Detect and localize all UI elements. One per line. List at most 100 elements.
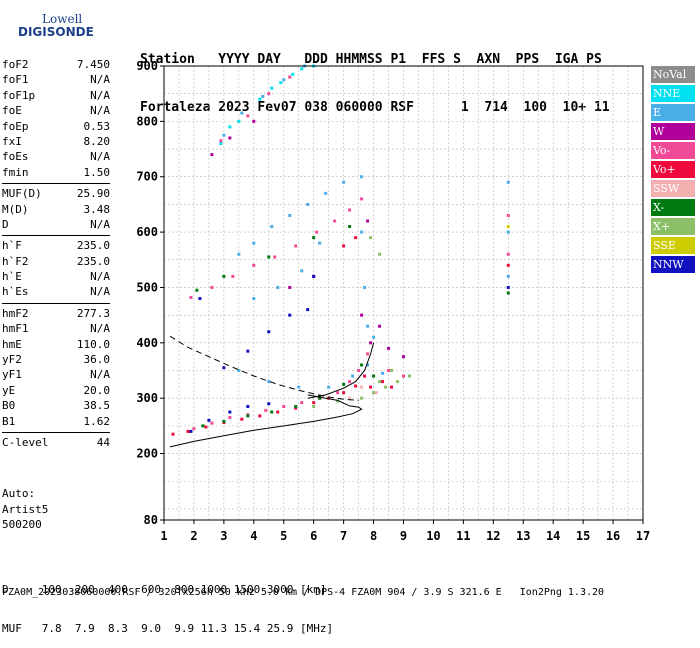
param-key: h`E [2, 270, 22, 284]
x-tick-label: 15 [576, 529, 590, 543]
data-point [387, 369, 391, 373]
x-tick-label: 5 [280, 529, 287, 543]
data-point [369, 236, 373, 240]
param-row-fof2: foF2 7.450 [2, 58, 110, 73]
data-point [210, 153, 214, 157]
data-point [506, 263, 510, 267]
x-tick-label: 9 [400, 529, 407, 543]
param-row-muf-d-: MUF(D) 25.90 [2, 187, 110, 202]
data-point [222, 419, 226, 423]
data-point [366, 324, 370, 328]
data-point [267, 92, 271, 96]
param-key: hmE [2, 337, 22, 351]
param-row-foes: foEs N/A [2, 150, 110, 165]
param-value: 3.48 [83, 202, 111, 216]
param-row-hmf1: hmF1 N/A [2, 322, 110, 337]
param-key: foE [2, 104, 22, 118]
data-point [506, 213, 510, 217]
data-point [506, 252, 510, 256]
param-row-foep: foEp 0.53 [2, 120, 110, 135]
data-point [282, 405, 286, 408]
y-tick-label: 600 [136, 225, 158, 239]
data-point [300, 401, 304, 405]
param-value: 36.0 [83, 353, 111, 367]
param-key: h`F [2, 239, 22, 253]
x-tick-label: 8 [370, 529, 377, 543]
y-tick-label: 400 [136, 336, 158, 350]
param-value: N/A [90, 270, 110, 284]
legend-item-sse: SSE [651, 237, 695, 254]
param-key: foEp [2, 119, 29, 133]
chart-axes: 1 2 3 4 5 6 7 8 9 10 11 12 13 14 15 16 17802003004005006… [136, 59, 650, 543]
data-point [318, 396, 322, 400]
data-point [366, 219, 370, 223]
data-point [210, 285, 214, 289]
profile-curve-dashed [169, 335, 359, 401]
echo-points [171, 64, 510, 436]
auto-label: Auto: [2, 487, 36, 500]
data-point [381, 371, 385, 375]
data-point [198, 297, 202, 301]
data-point [294, 405, 298, 408]
data-point [363, 285, 367, 289]
y-tick-label: 900 [136, 59, 158, 73]
data-point [360, 396, 364, 400]
param-row-h-f: h`F 235.0 [2, 239, 110, 254]
param-value: 0.53 [83, 119, 111, 133]
data-point [222, 274, 226, 278]
y-tick-label: 80 [144, 513, 158, 527]
param-key: foEs [2, 150, 29, 164]
series-sse [506, 225, 510, 229]
data-point [267, 255, 271, 259]
logo-line1: Lowell [42, 12, 83, 26]
data-point [246, 349, 250, 353]
data-point [342, 382, 346, 386]
x-tick-label: 1 [160, 529, 167, 543]
series-nne [219, 64, 316, 146]
parameter-panel: foF2 7.450 foF1 N/A foF1p N/A foE N/A foEp 0.53 fx… [2, 58, 110, 451]
param-key: C-level [2, 435, 49, 449]
param-row-ye: yE 20.0 [2, 384, 110, 399]
data-point [506, 230, 510, 234]
series-x- [312, 236, 411, 408]
data-point [261, 94, 265, 98]
data-point [360, 385, 364, 389]
data-point [219, 139, 223, 143]
data-point [189, 429, 193, 433]
param-key: D [2, 217, 9, 231]
param-value: N/A [90, 150, 110, 164]
data-point [288, 213, 292, 217]
logo-line2: DIGISONDE [18, 25, 94, 39]
legend-item-nnw: NNW [651, 256, 695, 273]
param-row-fxi: fxI 8.20 [2, 135, 110, 150]
param-key: fmin [2, 165, 29, 179]
param-value: 235.0 [76, 239, 110, 253]
param-value: 235.0 [76, 254, 110, 268]
data-point [192, 427, 196, 431]
series-x- [195, 225, 510, 428]
x-tick-label: 12 [486, 529, 500, 543]
ionogram-chart: 1 2 3 4 5 6 7 8 9 10 11 12 13 14 15 16 17802003004005006… [136, 59, 650, 543]
legend-item-vo-: Vo- [651, 142, 695, 159]
data-point [246, 405, 250, 408]
param-key: yE [2, 383, 16, 397]
data-point [246, 114, 250, 118]
x-tick-label: 13 [516, 529, 530, 543]
legend-item-nne: NNE [651, 85, 695, 102]
data-point [222, 366, 226, 370]
footer-table: D 100 200 400 600 800 1000 1500 3000 [km… [2, 557, 333, 648]
data-point [267, 380, 271, 384]
param-row-h-f2: h`F2 235.0 [2, 255, 110, 270]
data-point [348, 208, 352, 212]
x-tick-label: 14 [546, 529, 560, 543]
footer-d-values: 100 200 400 600 800 1000 1500 3000 [km] [41, 583, 327, 596]
param-row-fmin: fmin 1.50 [2, 166, 110, 181]
legend-item-e: E [651, 104, 695, 121]
data-point [252, 241, 256, 245]
data-point [372, 335, 376, 339]
series-e [222, 64, 510, 389]
auto-code: 500200 [2, 518, 42, 531]
data-point [207, 418, 211, 422]
data-point [267, 402, 271, 406]
y-tick-label: 800 [136, 114, 158, 128]
